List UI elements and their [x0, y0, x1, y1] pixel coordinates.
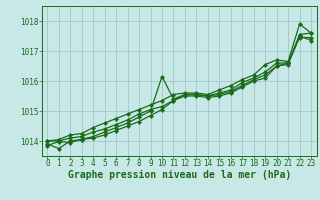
X-axis label: Graphe pression niveau de la mer (hPa): Graphe pression niveau de la mer (hPa) [68, 170, 291, 180]
